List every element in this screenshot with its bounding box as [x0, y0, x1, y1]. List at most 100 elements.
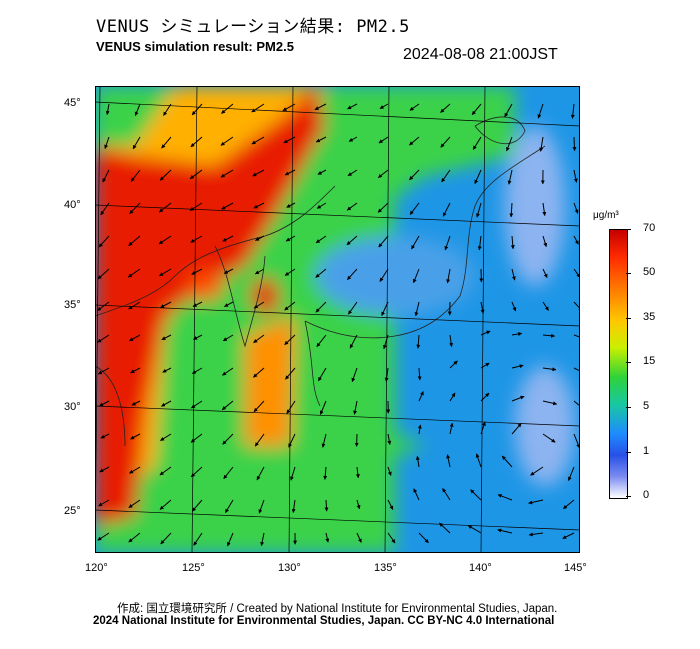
wind-arrow — [346, 268, 358, 281]
wind-arrow — [315, 268, 327, 278]
wind-arrow — [511, 423, 522, 435]
colorbar-tick-50: 50 — [643, 266, 656, 278]
wind-arrow — [378, 235, 389, 248]
wind-arrow — [573, 169, 578, 183]
wind-arrow — [158, 235, 172, 245]
colorbar-tickmark — [626, 452, 631, 453]
wind-arrow — [477, 235, 482, 251]
coastlines — [95, 116, 546, 447]
wind-arrow — [562, 499, 575, 510]
wind-arrow — [449, 360, 458, 369]
wind-arrow — [446, 454, 451, 468]
wind-arrow — [387, 433, 392, 445]
wind-arrow — [449, 392, 456, 402]
wind-arrow — [227, 532, 234, 547]
wind-arrow — [528, 499, 544, 505]
wind-arrow — [411, 235, 420, 250]
wind-arrow — [159, 268, 172, 277]
wind-arrow — [220, 169, 234, 178]
wind-arrow — [161, 334, 172, 341]
wind-arrow — [286, 202, 296, 208]
lon-label-145: 145° — [564, 562, 587, 574]
wind-arrow — [321, 433, 327, 448]
wind-arrow — [162, 367, 172, 373]
wind-arrow — [440, 103, 451, 113]
wind-arrow — [102, 169, 110, 183]
wind-arrow — [497, 528, 513, 534]
map-svg — [95, 86, 580, 553]
wind-arrow — [347, 103, 358, 110]
wind-arrow — [323, 466, 328, 480]
wind-arrow — [161, 136, 172, 149]
wind-arrow — [387, 499, 394, 510]
copyright-line: 2024 National Institute for Environmenta… — [93, 615, 555, 627]
wind-arrow — [130, 169, 141, 182]
wind-arrow — [283, 136, 296, 144]
wind-arrow — [409, 136, 420, 146]
colorbar-tickmark — [626, 229, 631, 230]
wind-arrow — [190, 433, 203, 443]
wind-arrow — [480, 362, 490, 369]
wind-arrow — [223, 268, 234, 274]
wind-arrow — [441, 169, 451, 183]
wind-arrow — [537, 103, 544, 119]
wind-arrow — [542, 367, 557, 372]
wind-arrow — [191, 400, 203, 409]
colorbar-tick-15: 15 — [643, 355, 656, 367]
wind-arrow — [252, 169, 265, 177]
wind-arrow — [191, 499, 203, 512]
lon-label-140: 140° — [469, 562, 492, 574]
wind-arrow — [191, 367, 203, 375]
wind-arrow — [160, 532, 172, 545]
wind-arrow — [528, 532, 544, 537]
wind-arrow — [193, 334, 203, 340]
wind-arrow — [475, 453, 482, 468]
wind-arrow — [260, 532, 265, 547]
wind-arrow — [129, 466, 141, 474]
colorbar — [609, 229, 628, 499]
wind-arrow — [570, 103, 575, 119]
wind-arrow — [542, 301, 549, 311]
wind-arrow — [356, 499, 361, 510]
wind-arrow — [222, 235, 234, 242]
wind-arrow — [387, 532, 396, 544]
wind-arrow — [379, 268, 389, 282]
wind-arrow — [416, 334, 421, 349]
wind-arrow — [285, 235, 296, 242]
lat-label-35: 35° — [64, 299, 81, 311]
wind-arrow — [128, 301, 141, 310]
wind-arrow — [474, 169, 482, 185]
wind-arrow — [506, 136, 513, 152]
lat-label-30: 30° — [64, 401, 81, 413]
wind-arrow — [511, 332, 523, 336]
wind-arrow — [98, 499, 110, 507]
wind-arrow — [317, 169, 327, 175]
wind-arrow — [472, 136, 482, 150]
colorbar-tick-1: 1 — [643, 445, 650, 457]
wind-arrow — [325, 532, 330, 543]
wind-arrow — [347, 301, 358, 315]
wind-arrow — [510, 235, 515, 250]
wind-arrow — [100, 433, 110, 439]
wind-arrow — [159, 466, 172, 476]
wind-arrow — [409, 169, 420, 181]
lat-label-25: 25° — [64, 505, 81, 517]
wind-arrow — [222, 433, 234, 445]
wind-arrow — [413, 488, 420, 501]
wind-arrow — [480, 421, 486, 435]
wind-arrow — [223, 466, 234, 480]
wind-arrow — [418, 391, 424, 402]
wind-arrow — [161, 400, 172, 407]
wind-arrow — [415, 455, 420, 468]
wind-arrow — [190, 136, 203, 148]
wind-arrow — [190, 235, 203, 243]
wind-arrow — [572, 136, 577, 152]
lat-label-45: 45° — [64, 97, 81, 109]
wind-arrow — [387, 466, 392, 476]
wind-arrow — [324, 499, 329, 512]
wind-arrow — [383, 334, 389, 350]
wind-arrow — [290, 466, 296, 481]
wind-arrow — [159, 169, 172, 181]
wind-arrow — [99, 466, 110, 473]
wind-arrow — [189, 202, 203, 211]
